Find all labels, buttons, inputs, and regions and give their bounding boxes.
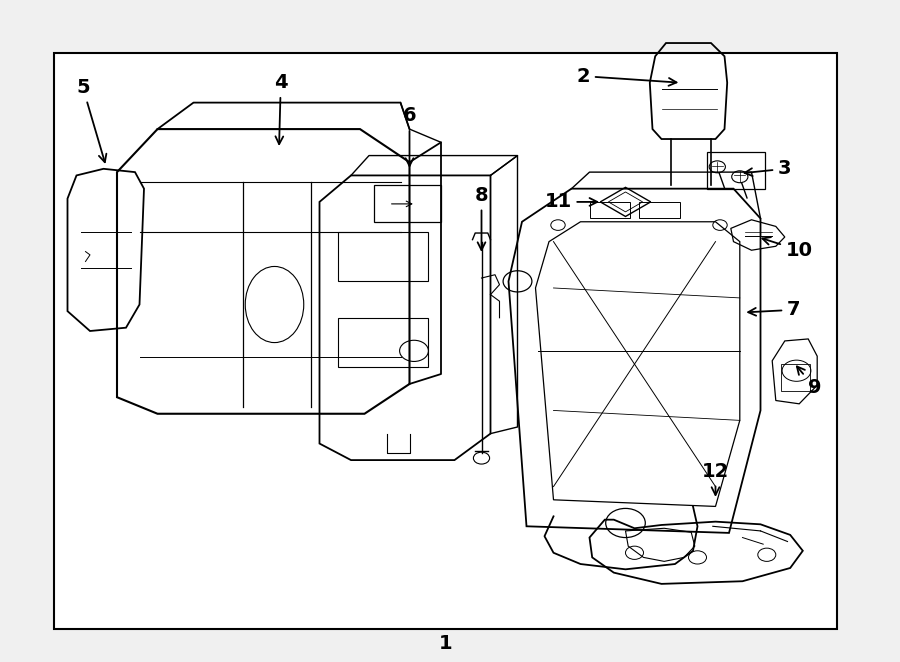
Bar	[706, 152, 765, 189]
Text: 2: 2	[576, 67, 677, 86]
Text: 3: 3	[744, 160, 792, 178]
Text: 4: 4	[274, 73, 288, 144]
Bar	[338, 232, 428, 281]
Text: 10: 10	[762, 237, 813, 260]
Text: 8: 8	[474, 186, 489, 250]
Bar	[54, 53, 837, 629]
Bar	[639, 202, 680, 218]
Text: 12: 12	[702, 462, 729, 495]
Bar	[781, 364, 810, 391]
Text: 9: 9	[796, 367, 821, 397]
Text: 11: 11	[544, 193, 598, 211]
Text: 5: 5	[76, 78, 106, 162]
Bar	[374, 185, 441, 222]
Bar	[590, 202, 630, 218]
Text: 1: 1	[438, 634, 453, 653]
Text: 7: 7	[748, 301, 801, 319]
Bar	[338, 318, 428, 367]
Text: 6: 6	[402, 107, 417, 166]
